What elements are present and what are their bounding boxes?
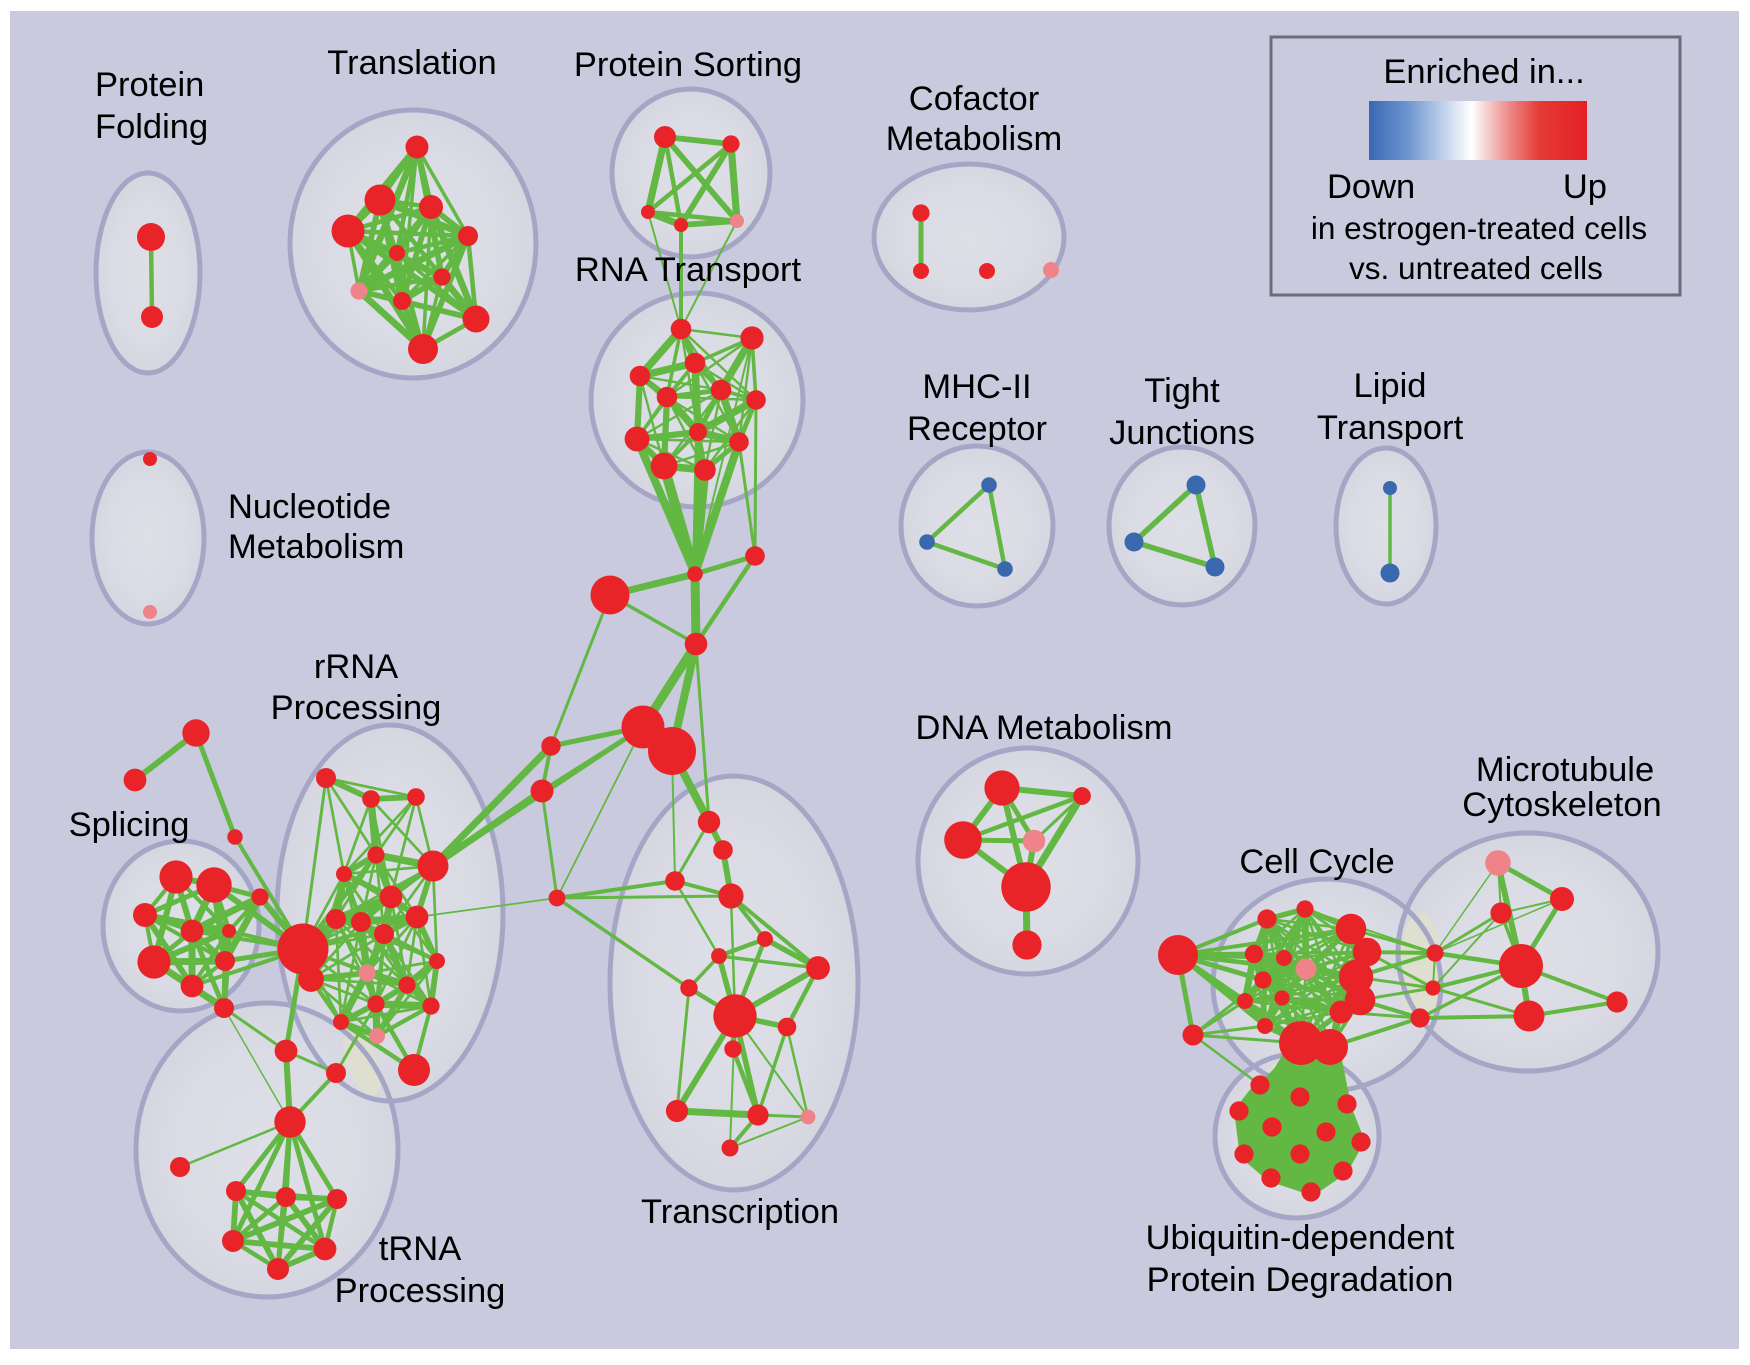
svg-text:Transport: Transport bbox=[1317, 409, 1464, 447]
svg-text:Nucleotide: Nucleotide bbox=[228, 488, 391, 526]
svg-text:Enriched in...: Enriched in... bbox=[1383, 53, 1584, 91]
svg-text:Ubiquitin-dependent: Ubiquitin-dependent bbox=[1146, 1219, 1455, 1257]
svg-text:Tight: Tight bbox=[1144, 372, 1220, 410]
svg-text:Protein Sorting: Protein Sorting bbox=[574, 46, 802, 84]
svg-text:Protein: Protein bbox=[95, 66, 204, 104]
svg-text:Translation: Translation bbox=[327, 44, 496, 82]
svg-text:Metabolism: Metabolism bbox=[228, 528, 404, 566]
svg-text:Protein Degradation: Protein Degradation bbox=[1147, 1261, 1454, 1299]
svg-text:MHC-II: MHC-II bbox=[922, 368, 1031, 406]
svg-text:Processing: Processing bbox=[335, 1272, 506, 1310]
svg-text:Microtubule: Microtubule bbox=[1476, 751, 1654, 789]
svg-text:tRNA: tRNA bbox=[379, 1230, 461, 1268]
svg-text:Junctions: Junctions bbox=[1109, 414, 1255, 452]
svg-text:Transcription: Transcription bbox=[641, 1193, 839, 1231]
svg-text:Receptor: Receptor bbox=[907, 410, 1047, 448]
svg-text:Splicing: Splicing bbox=[69, 806, 190, 844]
svg-text:Metabolism: Metabolism bbox=[886, 120, 1062, 158]
svg-text:vs. untreated cells: vs. untreated cells bbox=[1349, 250, 1603, 286]
svg-text:Down: Down bbox=[1327, 168, 1415, 206]
svg-text:in estrogen-treated cells: in estrogen-treated cells bbox=[1311, 210, 1647, 246]
svg-text:Cytoskeleton: Cytoskeleton bbox=[1462, 786, 1661, 824]
svg-text:Cofactor: Cofactor bbox=[909, 80, 1039, 118]
svg-text:DNA Metabolism: DNA Metabolism bbox=[916, 709, 1173, 747]
svg-text:Up: Up bbox=[1563, 168, 1607, 206]
svg-text:Lipid: Lipid bbox=[1354, 367, 1427, 405]
svg-text:RNA Transport: RNA Transport bbox=[575, 251, 802, 289]
svg-text:rRNA: rRNA bbox=[314, 648, 398, 686]
svg-text:Cell Cycle: Cell Cycle bbox=[1239, 843, 1394, 881]
svg-text:Folding: Folding bbox=[95, 108, 208, 146]
svg-text:Processing: Processing bbox=[271, 689, 442, 727]
